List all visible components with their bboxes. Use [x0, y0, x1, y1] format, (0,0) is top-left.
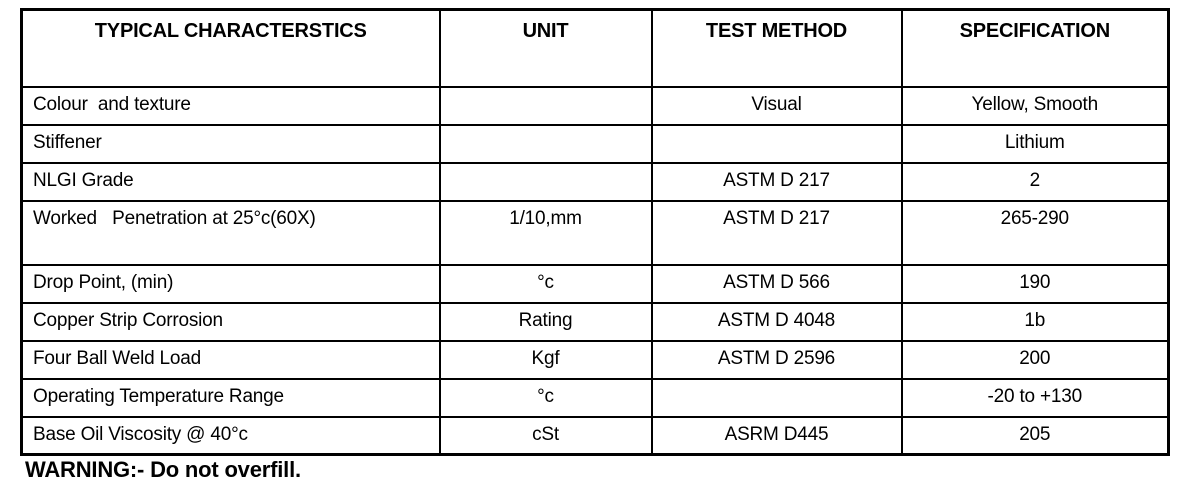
table-row: NLGI Grade ASTM D 217 2 [20, 161, 1170, 202]
cell-test-method: ASTM D 4048 [650, 301, 903, 342]
cell-characteristic: Four Ball Weld Load [20, 339, 441, 380]
cell-characteristic: Stiffener [20, 123, 441, 164]
cell-unit: Rating [438, 301, 653, 342]
cell-unit: Kgf [438, 339, 653, 380]
cell-test-method: ASTM D 217 [650, 199, 903, 266]
cell-characteristic: Operating Temperature Range [20, 377, 441, 418]
cell-characteristic: Worked Penetration at 25°c(60X) [20, 199, 441, 266]
cell-unit: 1/10,mm [438, 199, 653, 266]
cell-specification: Yellow, Smooth [900, 85, 1170, 126]
table-row: Four Ball Weld Load Kgf ASTM D 2596 200 [20, 339, 1170, 380]
cell-characteristic: Colour and texture [20, 85, 441, 126]
specifications-table: TYPICAL CHARACTERSTICS UNIT TEST METHOD … [20, 8, 1170, 456]
column-header-specification: SPECIFICATION [900, 8, 1170, 88]
table-row: Drop Point, (min) °c ASTM D 566 190 [20, 263, 1170, 304]
cell-unit: °c [438, 263, 653, 304]
table-row: Worked Penetration at 25°c(60X) 1/10,mm … [20, 199, 1170, 266]
table-row: Colour and texture Visual Yellow, Smooth [20, 85, 1170, 126]
cell-characteristic: Copper Strip Corrosion [20, 301, 441, 342]
cell-unit: °c [438, 377, 653, 418]
column-header-test-method: TEST METHOD [650, 8, 903, 88]
cell-characteristic: Drop Point, (min) [20, 263, 441, 304]
cell-unit [438, 85, 653, 126]
cell-test-method [650, 123, 903, 164]
table-row: Operating Temperature Range °c -20 to +1… [20, 377, 1170, 418]
column-header-unit: UNIT [438, 8, 653, 88]
cell-test-method: ASRM D445 [650, 415, 903, 456]
cell-specification: 2 [900, 161, 1170, 202]
cell-unit [438, 123, 653, 164]
column-header-typical-characterstics: TYPICAL CHARACTERSTICS [20, 8, 441, 88]
table-row: Copper Strip Corrosion Rating ASTM D 404… [20, 301, 1170, 342]
cell-test-method: ASTM D 2596 [650, 339, 903, 380]
cell-characteristic: Base Oil Viscosity @ 40°c [20, 415, 441, 456]
cell-specification: Lithium [900, 123, 1170, 164]
cell-characteristic: NLGI Grade [20, 161, 441, 202]
cell-specification: 200 [900, 339, 1170, 380]
table-header: TYPICAL CHARACTERSTICS UNIT TEST METHOD … [20, 8, 1170, 88]
cell-specification: 265-290 [900, 199, 1170, 266]
table-row: Base Oil Viscosity @ 40°c cSt ASRM D445 … [20, 415, 1170, 456]
cell-specification: 190 [900, 263, 1170, 304]
cell-test-method: ASTM D 217 [650, 161, 903, 202]
table-body: Colour and texture Visual Yellow, Smooth… [20, 85, 1170, 456]
table-row: Stiffener Lithium [20, 123, 1170, 164]
cell-specification: 205 [900, 415, 1170, 456]
warning-text: WARNING:- Do not overfill. [25, 457, 301, 482]
cell-unit [438, 161, 653, 202]
cell-specification: 1b [900, 301, 1170, 342]
header-row: TYPICAL CHARACTERSTICS UNIT TEST METHOD … [20, 8, 1170, 88]
cell-test-method [650, 377, 903, 418]
cell-specification: -20 to +130 [900, 377, 1170, 418]
cell-test-method: ASTM D 566 [650, 263, 903, 304]
cell-test-method: Visual [650, 85, 903, 126]
cell-unit: cSt [438, 415, 653, 456]
